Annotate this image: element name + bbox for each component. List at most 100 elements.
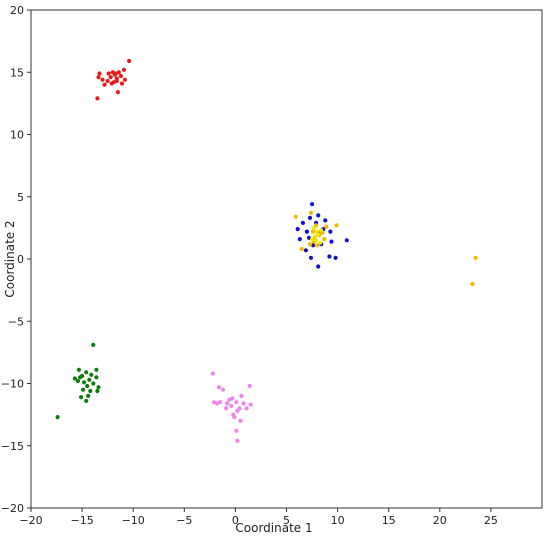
data-point (88, 388, 93, 394)
y-tick-label: 5 (17, 191, 24, 204)
data-point (86, 393, 91, 398)
y-tick-label: −5 (8, 315, 24, 328)
data-point (234, 400, 239, 405)
data-point (315, 243, 320, 248)
data-point (316, 264, 321, 269)
data-point (79, 395, 84, 400)
data-point (94, 375, 99, 380)
data-point (84, 398, 89, 403)
data-point (307, 215, 313, 220)
data-point (89, 372, 94, 377)
data-point (344, 238, 349, 243)
data-point (114, 78, 119, 84)
data-point (100, 77, 105, 82)
data-point (105, 78, 110, 84)
x-tick-label: 15 (382, 514, 396, 527)
data-point (94, 367, 99, 372)
data-point (76, 367, 82, 372)
y-axis-ticks: −20 −15 −10 −5 0 5 10 15 20 (1, 4, 31, 515)
data-point (312, 225, 317, 230)
data-point (329, 239, 334, 244)
data-point (78, 375, 83, 380)
data-point (229, 403, 234, 408)
data-point (241, 401, 246, 406)
data-point (319, 228, 324, 233)
data-point (97, 71, 102, 76)
data-point (109, 81, 114, 86)
data-point (307, 242, 313, 247)
data-point (313, 234, 318, 239)
data-point (121, 67, 127, 72)
data-point (95, 96, 100, 101)
data-point (248, 402, 253, 407)
data-point (324, 224, 329, 229)
data-point (308, 255, 314, 260)
data-point (85, 383, 90, 389)
data-point (81, 387, 86, 392)
data-point (333, 255, 338, 260)
data-point (247, 383, 252, 389)
data-point (328, 229, 333, 234)
data-point (216, 385, 222, 390)
data-point (95, 388, 100, 394)
y-tick-label: 15 (10, 66, 24, 79)
data-point (316, 213, 321, 218)
data-point (299, 246, 304, 252)
data-point (106, 71, 111, 76)
data-point (87, 377, 92, 382)
y-tick-label: 20 (10, 4, 24, 17)
data-point (91, 381, 96, 386)
data-point (55, 415, 60, 420)
data-point (304, 229, 309, 234)
data-point (75, 378, 81, 384)
y-axis-title: Coordinate 2 (3, 220, 17, 297)
series-5 (210, 371, 253, 443)
data-point (234, 428, 239, 433)
plot-frame (30, 9, 543, 509)
data-point (210, 371, 215, 376)
data-point (118, 73, 123, 79)
data-point (91, 342, 96, 347)
x-tick-label: −20 (19, 514, 42, 527)
y-tick-label: 10 (10, 129, 24, 142)
y-tick-label: 0 (17, 253, 24, 266)
series-0 (95, 58, 132, 101)
data-point (310, 202, 315, 207)
data-point (102, 82, 107, 87)
data-point (115, 90, 120, 95)
data-point (244, 406, 249, 411)
data-point (84, 370, 89, 375)
data-point (473, 255, 478, 260)
x-tick-label: −15 (70, 514, 93, 527)
data-point (293, 214, 298, 219)
x-tick-label: 20 (433, 514, 447, 527)
y-tick-label: −20 (1, 502, 24, 515)
data-point (310, 237, 315, 242)
data-point (311, 229, 316, 234)
data-point (230, 396, 235, 401)
x-tick-label: 10 (331, 514, 345, 527)
data-point (96, 75, 101, 80)
data-point (303, 248, 308, 253)
x-tick-label: 25 (484, 514, 498, 527)
x-tick-label: −5 (176, 514, 192, 527)
data-point (308, 210, 314, 215)
data-point (238, 418, 243, 423)
y-tick-label: −10 (1, 378, 24, 391)
data-point (237, 406, 242, 411)
data-point (327, 254, 332, 259)
y-tick-label: −15 (1, 440, 24, 453)
data-point (221, 387, 226, 392)
data-point (315, 229, 320, 234)
data-point (297, 237, 302, 242)
data-point (334, 223, 339, 228)
data-point (225, 401, 230, 406)
data-point (318, 240, 323, 245)
data-point (72, 376, 77, 381)
x-tick-label: 0 (232, 514, 239, 527)
data-point (232, 415, 237, 420)
data-point (300, 220, 305, 225)
x-axis-ticks: −20 −15 −10 −5 0 5 10 15 20 25 (19, 508, 498, 527)
data-point (314, 238, 319, 243)
